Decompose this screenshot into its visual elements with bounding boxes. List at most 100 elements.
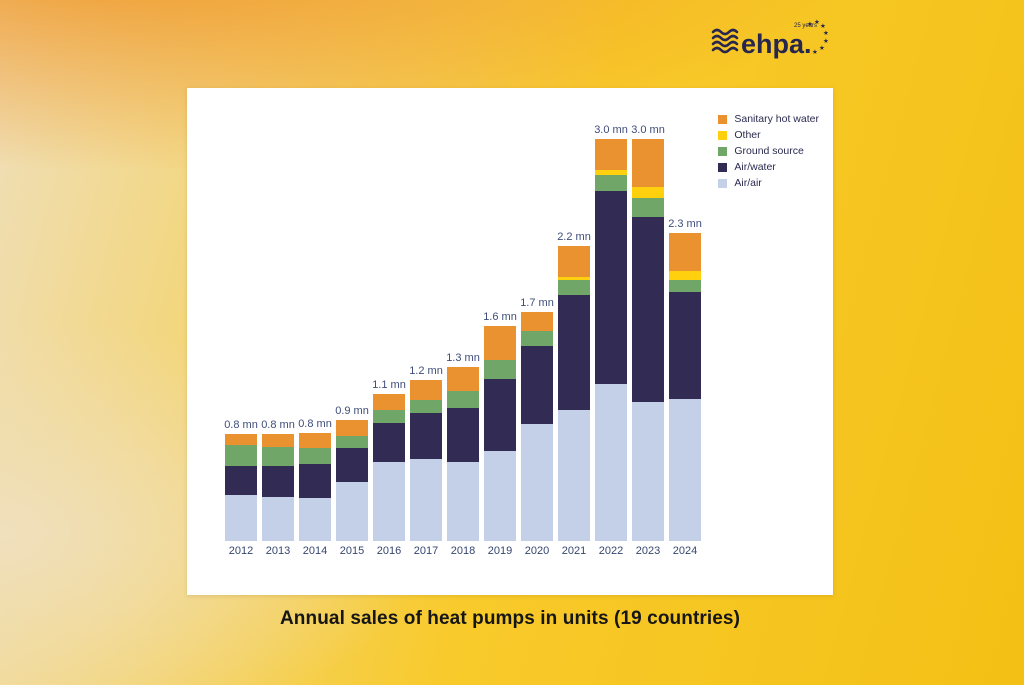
bar-segment-ground-source: [447, 391, 479, 408]
bar-total-label: 3.0 mn: [631, 124, 665, 136]
bar-total-label: 1.6 mn: [483, 311, 517, 323]
bar-segment-ground-source: [299, 448, 331, 464]
bar-segment-sanitary-hot-water: [410, 380, 442, 400]
bar-segment-sanitary-hot-water: [447, 367, 479, 391]
svg-text:★: ★: [820, 22, 826, 30]
legend-swatch-icon: [718, 163, 728, 172]
bar-total-label: 0.8 mn: [224, 419, 258, 431]
legend-item-sanitary-hot-water: Sanitary hot water: [718, 114, 819, 125]
x-axis-label: 2018: [450, 545, 476, 557]
bar-segment-air-air: [595, 384, 627, 541]
bar-total-label: 2.3 mn: [668, 218, 702, 230]
x-axis-label: 2014: [302, 545, 328, 557]
bar-column-2016: 1.1 mn: [372, 379, 406, 541]
bar-segment-ground-source: [632, 198, 664, 217]
bar-segment-air-water: [447, 408, 479, 462]
bar-segment-air-water: [410, 413, 442, 459]
bar-column-2019: 1.6 mn: [483, 311, 517, 541]
legend-item-air-water: Air/water: [718, 162, 819, 173]
x-axis-label: 2016: [376, 545, 402, 557]
bar-segment-air-air: [558, 410, 590, 541]
bar-total-label: 0.8 mn: [298, 418, 332, 430]
bar-segment-ground-source: [521, 331, 553, 346]
bar-segment-sanitary-hot-water: [558, 246, 590, 277]
bar-segment-sanitary-hot-water: [299, 433, 331, 448]
bar-total-label: 1.1 mn: [372, 379, 406, 391]
bar-segment-ground-source: [373, 410, 405, 423]
bar-segment-air-water: [484, 379, 516, 451]
bar-total-label: 1.3 mn: [446, 352, 480, 364]
bar-segment-sanitary-hot-water: [521, 312, 553, 331]
bar-column-2013: 0.8 mn: [261, 419, 295, 541]
x-axis-label: 2015: [339, 545, 365, 557]
bar-chart: 0.8 mn 2012 0.8 mn 2013 0.8 mn 2014 0.9 mn 2015…: [187, 88, 833, 595]
bar-segment-air-water: [373, 423, 405, 462]
bar-segment-ground-source: [262, 447, 294, 466]
svg-text:★: ★: [823, 37, 828, 45]
bar-segment-other: [595, 170, 627, 175]
bar-segment-air-air: [632, 402, 664, 541]
bar-segment-sanitary-hot-water: [595, 139, 627, 170]
logo-tagline: 25 years: [794, 23, 817, 29]
bar-segment-air-air: [447, 462, 479, 541]
chart-title: Annual sales of heat pumps in units (19 …: [279, 608, 741, 629]
bar-segment-ground-source: [336, 436, 368, 448]
bar-segment-air-air: [336, 482, 368, 541]
bar-segment-sanitary-hot-water: [373, 394, 405, 410]
x-axis-label: 2017: [413, 545, 439, 557]
bar-segment-ground-source: [558, 280, 590, 295]
bar-total-label: 0.9 mn: [335, 405, 369, 417]
bar-segment-air-water: [225, 466, 257, 495]
bar-segment-air-water: [669, 292, 701, 399]
bar-segment-air-air: [299, 498, 331, 541]
x-axis-label: 2020: [524, 545, 550, 557]
bar-column-2023: 3.0 mn: [631, 124, 665, 541]
legend-label: Air/water: [734, 161, 776, 173]
legend-item-ground-source: Ground source: [718, 146, 819, 157]
bar-segment-other: [632, 187, 664, 198]
legend-swatch-icon: [718, 147, 728, 156]
x-axis-label: 2023: [635, 545, 661, 557]
bar-total-label: 2.2 mn: [557, 231, 591, 243]
ehpa-logo-graphic: ehpa. 25 years ★ ★ ★ ★ ★ ★ ★: [711, 18, 828, 59]
legend-item-other: Other: [718, 130, 819, 141]
legend-swatch-icon: [718, 131, 728, 140]
legend-swatch-icon: [718, 179, 728, 188]
bar-segment-air-air: [521, 424, 553, 541]
x-axis-label: 2013: [265, 545, 291, 557]
chart-legend: Sanitary hot water Other Ground source Air/…: [718, 114, 819, 194]
bar-segment-other: [558, 277, 590, 280]
bar-segment-air-water: [336, 448, 368, 482]
legend-label: Other: [734, 129, 761, 141]
x-axis-label: 2022: [598, 545, 624, 557]
bar-segment-air-air: [484, 451, 516, 541]
bar-segment-sanitary-hot-water: [632, 139, 664, 187]
bar-segment-sanitary-hot-water: [336, 420, 368, 436]
legend-label: Sanitary hot water: [734, 113, 819, 125]
bar-column-2018: 1.3 mn: [446, 352, 480, 541]
x-axis-label: 2012: [228, 545, 254, 557]
bar-segment-sanitary-hot-water: [484, 326, 516, 360]
bar-segment-air-water: [632, 217, 664, 402]
x-axis-label: 2021: [561, 545, 587, 557]
bar-segment-sanitary-hot-water: [225, 434, 257, 445]
bar-total-label: 1.7 mn: [520, 297, 554, 309]
bar-segment-other: [669, 271, 701, 280]
bar-column-2022: 3.0 mn: [594, 124, 628, 541]
bar-segment-air-air: [225, 495, 257, 541]
legend-item-air-air: Air/air: [718, 178, 819, 189]
bar-segment-air-water: [595, 191, 627, 384]
stars-icon: ★ ★ ★ ★ ★ ★ ★: [807, 18, 828, 56]
bar-total-label: 0.8 mn: [261, 419, 295, 431]
bar-segment-ground-source: [669, 280, 701, 292]
bar-column-2020: 1.7 mn: [520, 297, 554, 541]
svg-text:★: ★: [819, 44, 825, 52]
svg-text:★: ★: [814, 18, 820, 26]
bar-column-2014: 0.8 mn: [298, 418, 332, 541]
svg-text:★: ★: [812, 48, 818, 56]
legend-label: Air/air: [734, 177, 762, 189]
bar-segment-air-water: [262, 466, 294, 497]
bar-total-label: 1.2 mn: [409, 365, 443, 377]
bar-column-2012: 0.8 mn: [224, 419, 258, 541]
